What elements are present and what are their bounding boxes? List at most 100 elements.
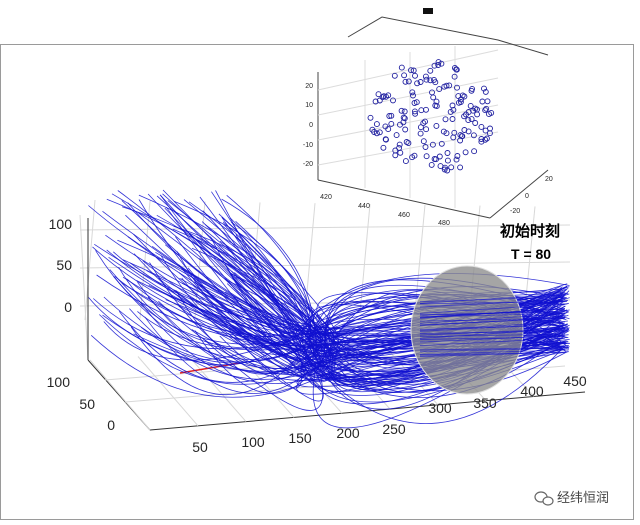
scatter-point (432, 79, 439, 86)
scatter-point (417, 130, 424, 137)
scatter-point (422, 118, 428, 125)
scatter-point (373, 121, 380, 128)
trajectory-line (419, 352, 566, 357)
scatter-point (376, 97, 383, 104)
x-tick-label: 400 (520, 383, 544, 399)
trajectory-line (419, 330, 566, 334)
inset-gridline (317, 104, 499, 141)
trajectory-line (419, 336, 566, 340)
scatter-point (449, 102, 456, 109)
inset-x-tick: 460 (398, 212, 410, 219)
scatter-point (479, 98, 486, 105)
scatter-point (383, 136, 389, 143)
inset-x-axis (317, 179, 491, 219)
watermark-text: 经纬恒润 (557, 491, 609, 506)
scatter-point (444, 167, 451, 174)
scatter-point (385, 126, 392, 133)
inset-z-tick: 10 (305, 102, 313, 109)
scatter-point (422, 144, 429, 150)
scatter-point (411, 100, 418, 106)
main-tick-labels: 50 100 150 200 250 300 350 400 450 0 50 100 0 50 100 (47, 216, 587, 455)
scatter-point (436, 153, 443, 160)
scatter-point (470, 132, 477, 139)
scatter-point (393, 132, 400, 139)
inset-y-tick: 20 (545, 176, 553, 183)
trajectory-line (419, 335, 566, 343)
scatter-point (433, 103, 440, 110)
scatter-point (383, 93, 389, 100)
scatter-point (438, 140, 445, 147)
scatter-point (442, 116, 449, 123)
scatter-point (436, 86, 443, 93)
scatter-point (392, 152, 399, 159)
scatter-point (410, 92, 416, 99)
y-tick-label: 100 (47, 374, 71, 390)
x-tick-label: 450 (563, 373, 587, 389)
scatter-point (482, 88, 489, 95)
scatter-point (435, 59, 442, 66)
trajectory-line (419, 303, 566, 314)
scatter-point (478, 123, 485, 130)
scatter-point (448, 164, 455, 171)
scatter-point (398, 64, 405, 71)
x-tick-label: 350 (473, 395, 497, 411)
trajectory-line (419, 325, 566, 330)
trajectory-line (419, 301, 566, 305)
scatter-points (367, 59, 495, 174)
scatter-point (398, 107, 405, 114)
inset-title-marker (423, 8, 433, 14)
scatter-point (455, 93, 462, 100)
scatter-point (435, 62, 442, 68)
scatter-point (414, 80, 421, 87)
figure-frame (0, 44, 634, 520)
scatter-point (441, 83, 448, 90)
scatter-point (486, 111, 492, 118)
scatter-point (400, 114, 407, 121)
scatter-point (444, 150, 451, 156)
scatter-point (467, 102, 474, 109)
inset-y-tick: 0 (525, 193, 529, 200)
scatter-point (428, 161, 435, 168)
scatter-point (465, 117, 472, 124)
scatter-point (423, 126, 430, 133)
scatter-point (459, 92, 466, 99)
scatter-point (451, 64, 458, 71)
scatter-point (420, 138, 427, 145)
back-wall-gridline (84, 199, 96, 321)
trajectory-line (419, 308, 566, 318)
floor-gridline (137, 356, 199, 427)
scatter-point (431, 62, 438, 69)
scatter-point (373, 130, 380, 137)
scatter-point (482, 127, 489, 134)
scatter-point (417, 124, 424, 131)
back-wall-gridline (414, 204, 426, 312)
trajectory-line (419, 313, 566, 324)
trajectory-line (419, 351, 566, 356)
trajectory-line (419, 293, 566, 304)
x-axis-line (149, 391, 586, 431)
scatter-point (402, 126, 409, 133)
scatter-point (443, 130, 450, 137)
trajectory-line (230, 273, 562, 388)
trajectory-line (419, 349, 566, 355)
scatter-point (444, 157, 451, 164)
inset-z-tick: 0 (309, 122, 313, 129)
inset-x-tick: 440 (358, 203, 370, 210)
scatter-point (396, 141, 403, 148)
inset-z-tick: -20 (303, 161, 313, 168)
scatter-point (468, 87, 475, 94)
scatter-point (453, 66, 460, 73)
back-wall-gridline (79, 224, 571, 231)
chinese-annotation: 初始时刻 (500, 222, 560, 240)
trajectory-line (419, 347, 566, 351)
scatter-point (402, 158, 409, 165)
inset-gridline (317, 131, 499, 166)
scatter-point (483, 135, 490, 142)
scatter-point (454, 84, 460, 91)
scatter-point (397, 121, 403, 128)
inset-gridline (317, 49, 499, 91)
y-tick-label: 50 (79, 396, 95, 412)
scatter-point (451, 73, 458, 80)
scatter-point (402, 78, 409, 85)
